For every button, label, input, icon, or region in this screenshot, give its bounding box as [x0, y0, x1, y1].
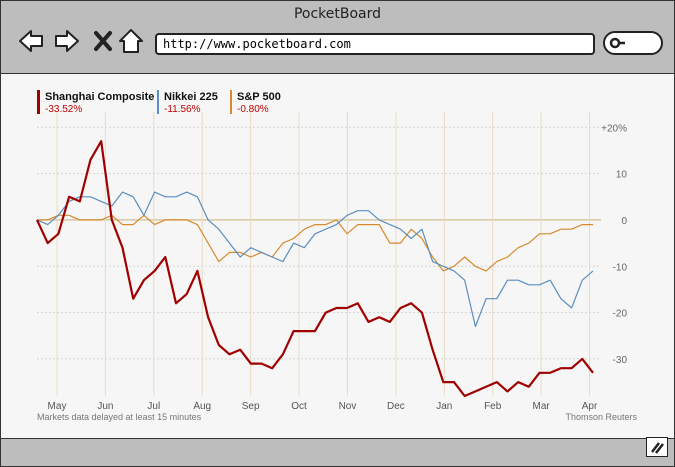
x-tick-label: Oct: [291, 401, 307, 412]
page-content: May Jun Jul Aug Sep Oct Nov Dec Jan Feb Mar Apr +20…: [1, 73, 674, 439]
series-line-s-p-500: [37, 214, 593, 272]
y-axis-labels: +20% 10 0 -10 -20 -30: [601, 123, 627, 366]
x-tick-label: Apr: [582, 401, 598, 412]
legend-name: Nikkei 225: [164, 91, 218, 103]
legend-item-shanghai: Shanghai Composite -33.52%: [37, 90, 154, 115]
x-tick-label: Mar: [533, 401, 551, 412]
x-tick-label: Nov: [339, 401, 357, 412]
legend: Shanghai Composite -33.52% Nikkei 225 -1…: [37, 90, 281, 115]
x-tick-label: Sep: [242, 401, 260, 412]
x-tick-label: Aug: [193, 401, 211, 412]
legend-change: -33.52%: [45, 104, 82, 115]
x-tick-label: Jan: [436, 401, 452, 412]
legend-change: -11.56%: [164, 104, 201, 115]
legend-change: -0.80%: [237, 104, 269, 115]
search-box[interactable]: [603, 31, 663, 55]
x-tick-label: May: [48, 401, 67, 412]
x-axis-labels: May Jun Jul Aug Sep Oct Nov Dec Jan Feb Mar Apr: [48, 401, 598, 412]
legend-item-sp500: S&P 500 -0.80%: [230, 90, 281, 115]
window-title: PocketBoard: [293, 6, 382, 22]
x-tick-label: Feb: [484, 401, 502, 412]
legend-name: S&P 500: [237, 91, 281, 103]
x-tick-label: Jun: [97, 401, 113, 412]
source-label: Thomson Reuters: [565, 412, 637, 422]
y-tick-label: 10: [616, 170, 628, 181]
data-delay-note: Markets data delayed at least 15 minutes: [37, 412, 202, 422]
home-icon[interactable]: [117, 27, 145, 55]
legend-name: Shanghai Composite: [45, 91, 154, 103]
x-tick-label: Dec: [387, 401, 405, 412]
search-icon[interactable]: [605, 33, 661, 53]
chart-grid: [37, 112, 601, 396]
y-tick-label: 0: [621, 216, 627, 227]
arrow-left-icon[interactable]: [17, 27, 45, 55]
y-tick-label: +20%: [601, 123, 627, 134]
legend-item-nikkei: Nikkei 225 -11.56%: [157, 90, 218, 115]
y-tick-label: -10: [613, 262, 628, 273]
status-bar: [1, 437, 674, 466]
resize-handle[interactable]: [646, 437, 668, 462]
close-icon[interactable]: [89, 27, 117, 55]
toolbar: http://www.pocketboard.com: [1, 27, 674, 73]
url-field[interactable]: http://www.pocketboard.com: [155, 33, 595, 55]
y-tick-label: -30: [613, 355, 628, 366]
series-line-shanghai-composite: [36, 140, 594, 398]
x-tick-label: Jul: [147, 401, 160, 412]
y-tick-label: -20: [613, 309, 628, 320]
series-line-nikkei-225: [36, 191, 594, 328]
arrow-right-icon[interactable]: [53, 27, 81, 55]
chart-lines: [36, 140, 594, 398]
market-chart: May Jun Jul Aug Sep Oct Nov Dec Jan Feb Mar Apr +20…: [36, 90, 637, 422]
